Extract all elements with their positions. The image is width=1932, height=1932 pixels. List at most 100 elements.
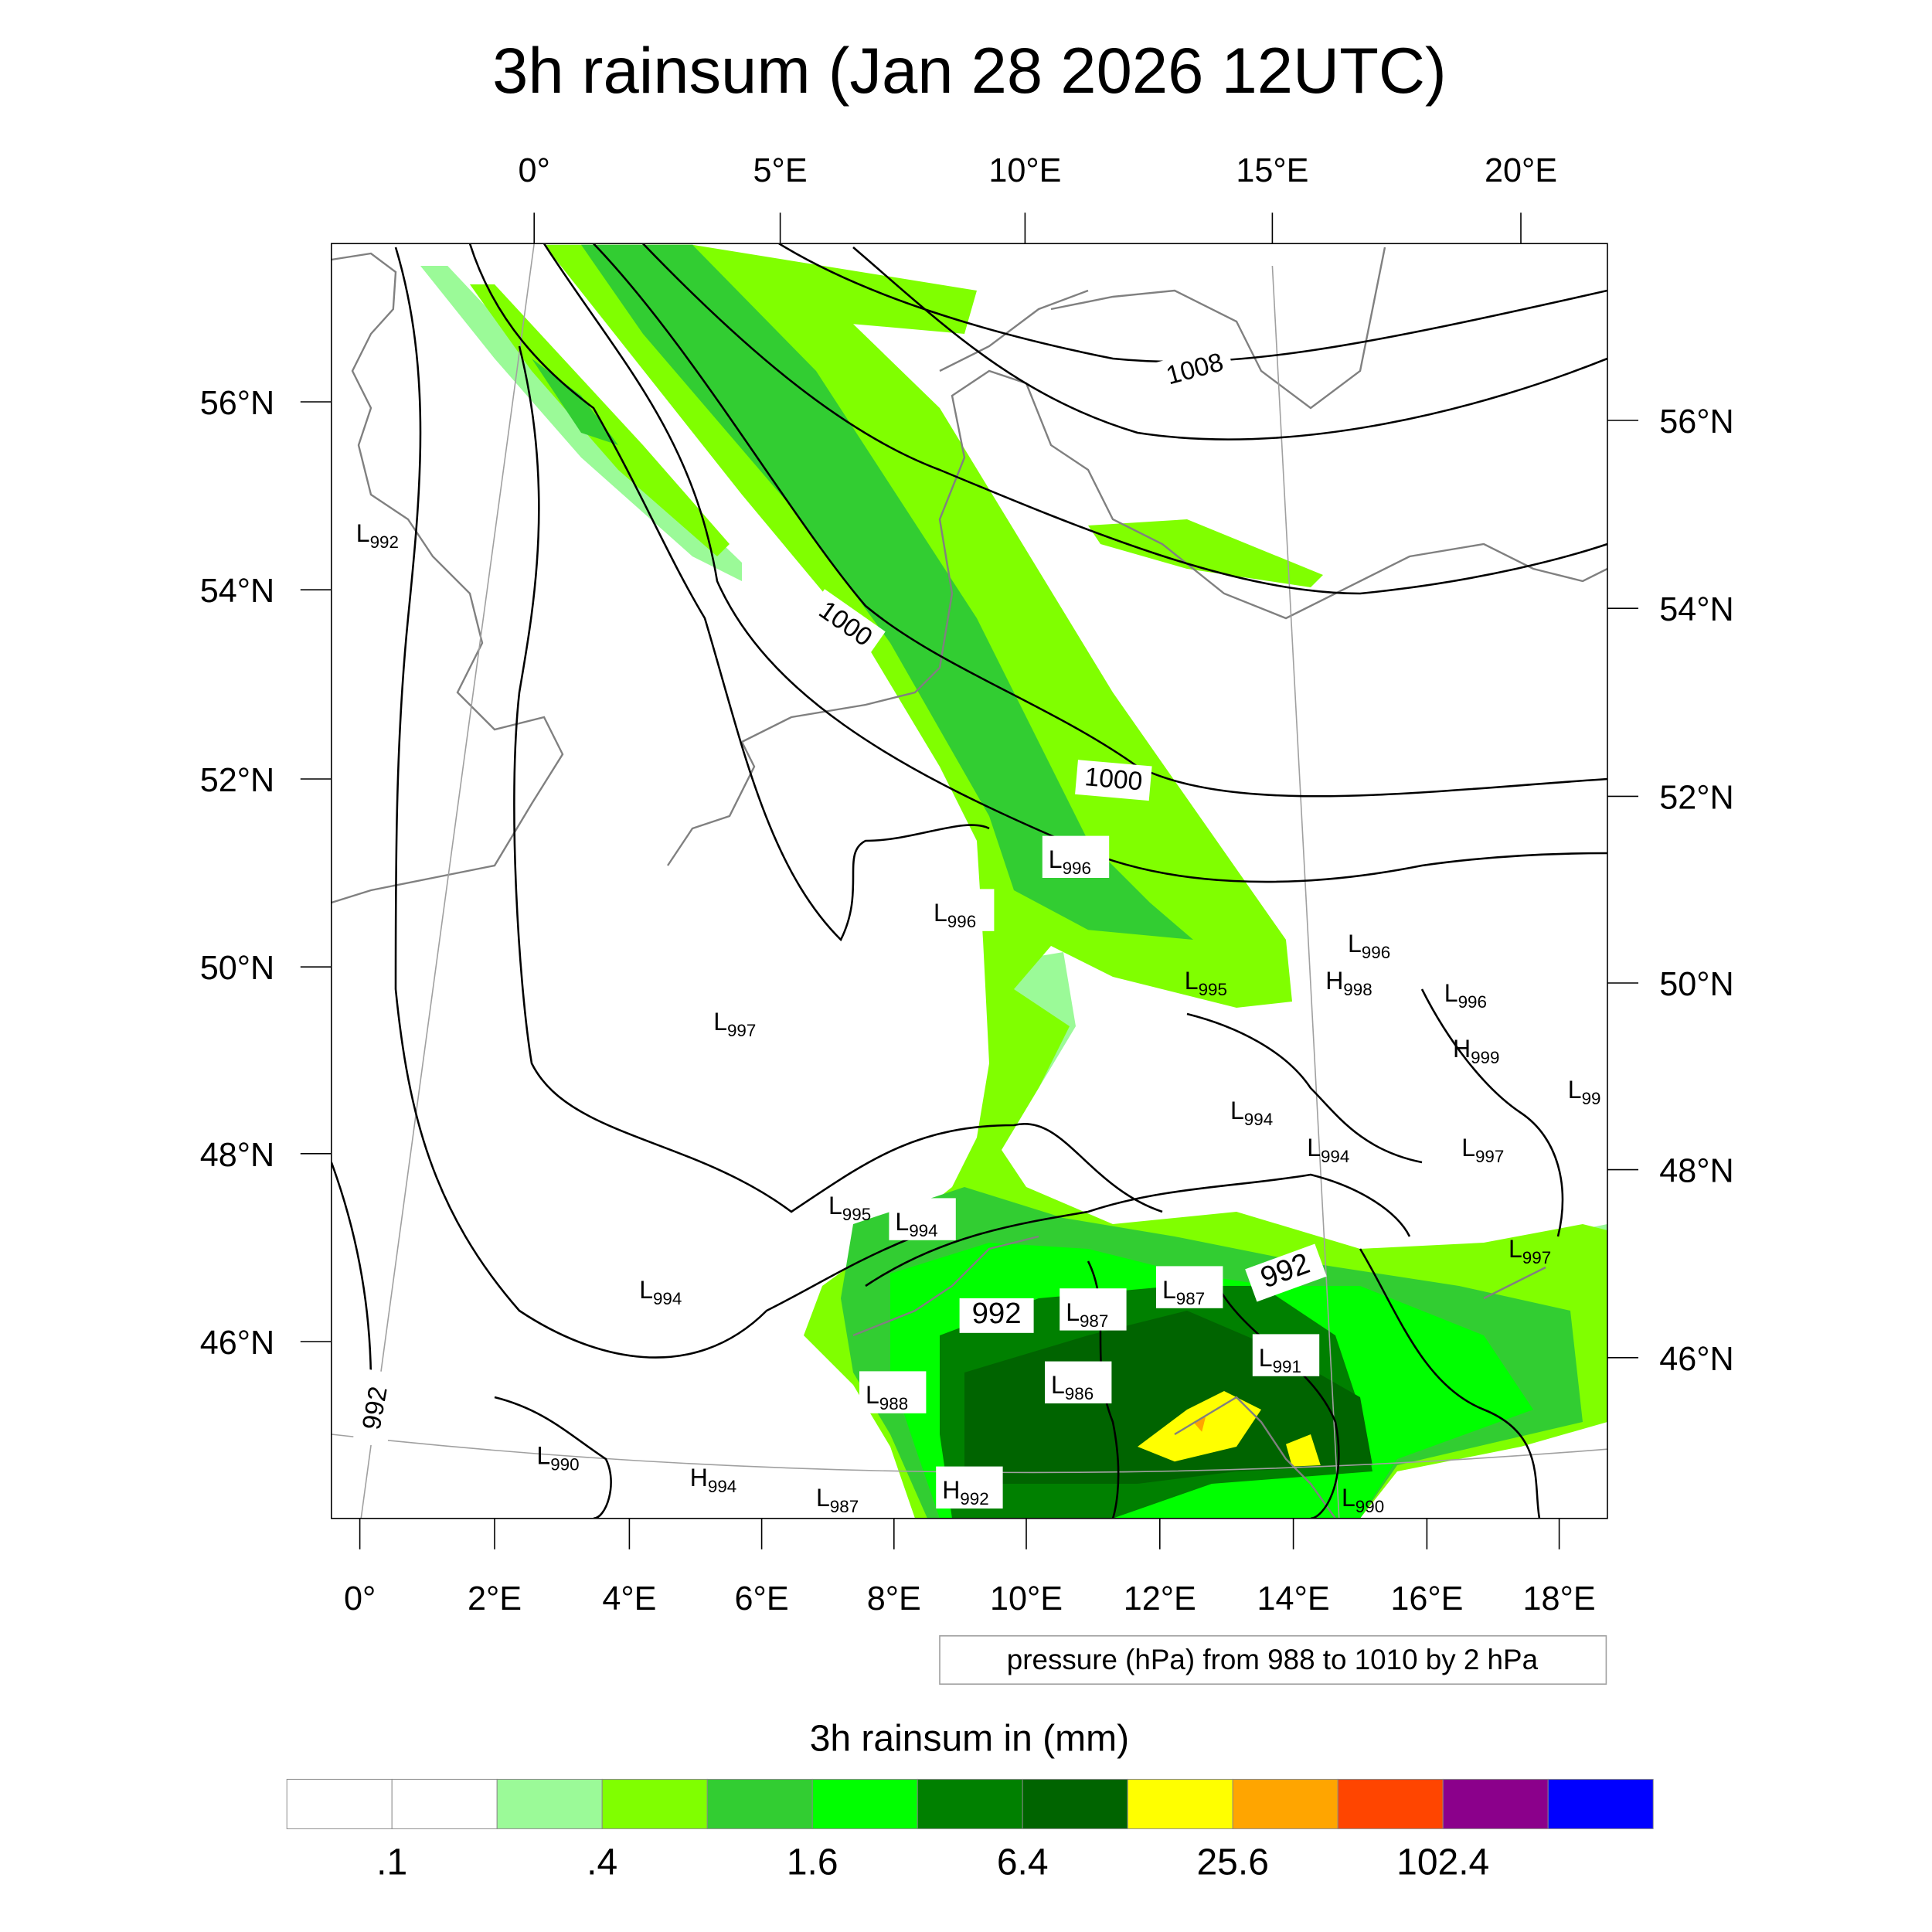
- colorbar-swatch: [1232, 1778, 1338, 1829]
- svg-text:L987: L987: [816, 1484, 859, 1516]
- isobar-value: 992: [972, 1297, 1022, 1330]
- colorbar-label: 1.6: [787, 1842, 838, 1883]
- high-pressure-label: H999: [1453, 1035, 1499, 1067]
- colorbar-swatch: [391, 1778, 498, 1829]
- pressure-value: 996: [1458, 992, 1487, 1012]
- svg-text:H998: H998: [1325, 967, 1372, 999]
- low-pressure-label: L994: [1307, 1134, 1349, 1166]
- pressure-value: 991: [1273, 1357, 1301, 1376]
- lat-label: 48°N: [1659, 1153, 1734, 1190]
- low-pressure-label: L987: [1060, 1288, 1127, 1331]
- lon-label: 8°E: [867, 1580, 921, 1617]
- lon-label: 5°E: [753, 152, 808, 189]
- low-pressure-label: L996: [1348, 930, 1390, 962]
- figure-title: 3h rainsum (Jan 28 2026 12UTC): [492, 35, 1447, 107]
- colorbar-swatch: [496, 1778, 603, 1829]
- svg-text:L994: L994: [1230, 1097, 1273, 1129]
- lat-label: 52°N: [200, 762, 275, 799]
- low-pressure-label: L992: [356, 519, 399, 552]
- pressure-value: 990: [1355, 1497, 1384, 1516]
- svg-text:L997: L997: [1509, 1235, 1551, 1267]
- low-pressure-label: L990: [1342, 1484, 1384, 1516]
- lat-label: 48°N: [200, 1137, 275, 1174]
- colorbar-label: 25.6: [1196, 1842, 1268, 1883]
- svg-text:L994: L994: [895, 1208, 937, 1240]
- pressure-value: 994: [653, 1289, 682, 1308]
- pressure-value: 994: [1244, 1110, 1273, 1129]
- colorbar-swatch: [1337, 1778, 1444, 1829]
- pressure-value: 994: [909, 1221, 937, 1240]
- colorbar-swatch: [917, 1778, 1023, 1829]
- svg-text:H994: H994: [690, 1464, 736, 1496]
- pressure-type: L: [639, 1276, 653, 1304]
- pressure-type: L: [1444, 979, 1458, 1007]
- svg-text:L991: L991: [1259, 1344, 1301, 1376]
- pressure-value: 996: [1362, 943, 1390, 962]
- low-pressure-label: L995: [828, 1192, 871, 1224]
- svg-text:L994: L994: [639, 1276, 682, 1308]
- low-pressure-label: L997: [1461, 1134, 1504, 1166]
- pressure-type: H: [1453, 1035, 1471, 1063]
- pressure-type: L: [1342, 1484, 1355, 1512]
- low-pressure-label: L987: [816, 1484, 859, 1516]
- colorbar-swatch: [601, 1778, 708, 1829]
- pressure-value: 995: [842, 1205, 871, 1224]
- colorbar-label: 102.4: [1396, 1842, 1489, 1883]
- svg-text:H999: H999: [1453, 1035, 1499, 1067]
- svg-text:L986: L986: [1051, 1371, 1094, 1403]
- pressure-type: L: [934, 899, 947, 927]
- rain-area-25.6: [1286, 1434, 1321, 1467]
- lon-label: 0°: [344, 1580, 376, 1617]
- colorbar-swatch: [1547, 1778, 1654, 1829]
- low-pressure-label: L994: [889, 1198, 956, 1240]
- low-pressure-label: L994: [639, 1276, 682, 1308]
- isobar-label: 992: [959, 1297, 1034, 1333]
- svg-text:L996: L996: [1348, 930, 1390, 962]
- contour-info-text: pressure (hPa) from 988 to 1010 by 2 hPa: [1007, 1644, 1539, 1675]
- colorbar: 3h rainsum in (mm) .1 .4 1.6 6.4 25.6 102.4: [286, 1719, 1654, 1883]
- pressure-value: 998: [1343, 980, 1372, 999]
- pressure-type: L: [1307, 1134, 1321, 1162]
- pressure-value: 999: [1471, 1048, 1499, 1067]
- low-pressure-label: L990: [536, 1441, 579, 1474]
- isobar-label: 1000: [1075, 760, 1152, 801]
- lat-label: 46°N: [200, 1325, 275, 1362]
- contour-info-box: pressure (hPa) from 988 to 1010 by 2 hPa: [939, 1635, 1607, 1685]
- low-pressure-label: L995: [1185, 967, 1227, 999]
- isobar-label: 1008: [1155, 343, 1236, 396]
- top-longitude-labels: 0° 5°E 10°E 15°E 20°E: [519, 152, 1558, 189]
- map-frame: [331, 243, 1608, 1519]
- lon-label: 10°E: [988, 152, 1061, 189]
- pressure-type: H: [690, 1464, 708, 1492]
- svg-text:L988: L988: [866, 1381, 908, 1413]
- lon-label: 15°E: [1236, 152, 1308, 189]
- svg-text:L994: L994: [1307, 1134, 1349, 1166]
- lon-label: 20°E: [1485, 152, 1557, 189]
- low-pressure-label: L994: [1230, 1097, 1273, 1129]
- lon-label: 16°E: [1390, 1580, 1463, 1617]
- svg-text:L987: L987: [1162, 1276, 1205, 1308]
- axis-ticks: [300, 213, 1638, 1549]
- colorbar-swatch: [1127, 1778, 1233, 1829]
- colorbar-swatch: [1022, 1778, 1128, 1829]
- pressure-value: 986: [1065, 1384, 1094, 1403]
- lon-label: 14°E: [1257, 1580, 1330, 1617]
- svg-text:L997: L997: [1461, 1134, 1504, 1166]
- high-pressure-label: H992: [936, 1466, 1003, 1509]
- pressure-type: L: [816, 1484, 830, 1512]
- lat-label: 56°N: [200, 385, 275, 422]
- rain-area-1.6: [581, 244, 1193, 940]
- lon-label: 0°: [519, 152, 550, 189]
- pressure-type: L: [1051, 1371, 1065, 1399]
- rain-area-1.6: [532, 359, 618, 445]
- colorbar-swatch: [1442, 1778, 1549, 1829]
- right-latitude-labels: 56°N 54°N 52°N 50°N 48°N 46°N: [1659, 403, 1734, 1378]
- lon-label: 10°E: [990, 1580, 1063, 1617]
- colorbar-label: .4: [587, 1842, 617, 1883]
- pressure-type: L: [1162, 1276, 1176, 1304]
- svg-text:L995: L995: [828, 1192, 871, 1224]
- pressure-type: H: [1325, 967, 1343, 995]
- low-pressure-label: L996: [927, 889, 995, 931]
- pressure-value: 988: [879, 1394, 908, 1413]
